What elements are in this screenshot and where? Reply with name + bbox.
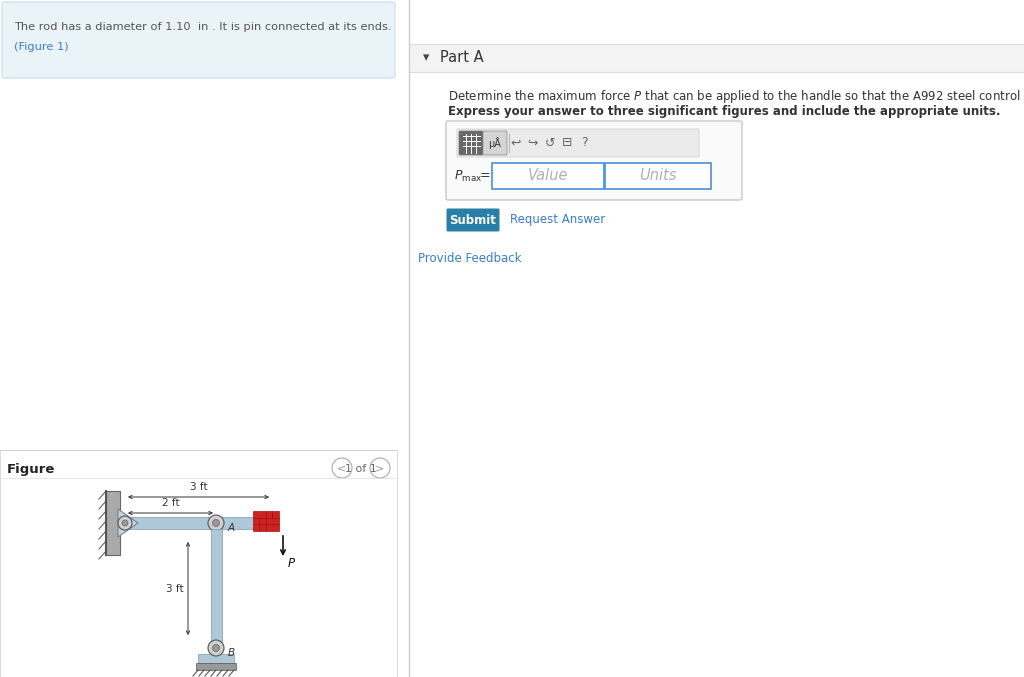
Bar — [0, 450, 397, 677]
Text: The rod has a diameter of 1.10  in . It is pin connected at its ends.: The rod has a diameter of 1.10 in . It i… — [14, 22, 391, 32]
Bar — [198, 654, 234, 663]
Text: ⊟: ⊟ — [562, 137, 572, 150]
Text: =: = — [479, 169, 490, 183]
Text: Units: Units — [639, 169, 677, 183]
Text: 3 ft: 3 ft — [166, 584, 184, 594]
Text: Provide Feedback: Provide Feedback — [418, 251, 521, 265]
Text: ↩: ↩ — [511, 137, 521, 150]
FancyBboxPatch shape — [446, 121, 742, 200]
Circle shape — [118, 516, 132, 530]
Bar — [410, 0, 1024, 677]
FancyBboxPatch shape — [446, 209, 500, 232]
Text: μÅ: μÅ — [488, 137, 502, 149]
Text: Part A: Part A — [440, 51, 483, 66]
FancyBboxPatch shape — [457, 129, 699, 157]
Text: Determine the maximum force $P$ that can be applied to the handle so that the A9: Determine the maximum force $P$ that can… — [449, 88, 1024, 105]
Text: 2 ft: 2 ft — [162, 498, 179, 508]
Text: ?: ? — [581, 137, 588, 150]
Polygon shape — [118, 509, 138, 537]
Text: $P_\mathrm{max}$: $P_\mathrm{max}$ — [454, 169, 482, 183]
Circle shape — [122, 520, 128, 526]
Text: Submit: Submit — [450, 213, 497, 227]
Bar — [492, 163, 604, 189]
FancyBboxPatch shape — [2, 2, 395, 78]
Text: ↪: ↪ — [527, 137, 539, 150]
FancyBboxPatch shape — [459, 131, 483, 155]
Circle shape — [213, 519, 219, 527]
Bar — [605, 163, 711, 189]
Text: 1 of 1: 1 of 1 — [345, 464, 377, 473]
Circle shape — [208, 640, 224, 656]
Text: Figure: Figure — [7, 463, 55, 476]
Text: (Figure 1): (Figure 1) — [14, 42, 69, 52]
Bar — [410, 44, 1024, 72]
Bar — [106, 491, 120, 555]
Text: $P$: $P$ — [287, 557, 296, 570]
Bar — [120, 517, 272, 529]
Text: $B$: $B$ — [227, 646, 236, 658]
Text: >: > — [376, 464, 385, 473]
Bar — [253, 511, 279, 531]
Text: Express your answer to three significant figures and include the appropriate uni: Express your answer to three significant… — [449, 105, 1000, 118]
Bar — [196, 663, 236, 670]
Text: ▾: ▾ — [423, 51, 429, 64]
Text: Value: Value — [527, 169, 568, 183]
FancyBboxPatch shape — [483, 131, 507, 155]
Text: ↺: ↺ — [545, 137, 555, 150]
Bar — [211, 529, 222, 648]
Text: <: < — [337, 464, 347, 473]
Circle shape — [213, 645, 219, 651]
Text: Request Answer: Request Answer — [510, 213, 605, 227]
Text: $A$: $A$ — [227, 521, 236, 533]
Circle shape — [208, 515, 224, 531]
Text: 3 ft: 3 ft — [189, 482, 207, 492]
